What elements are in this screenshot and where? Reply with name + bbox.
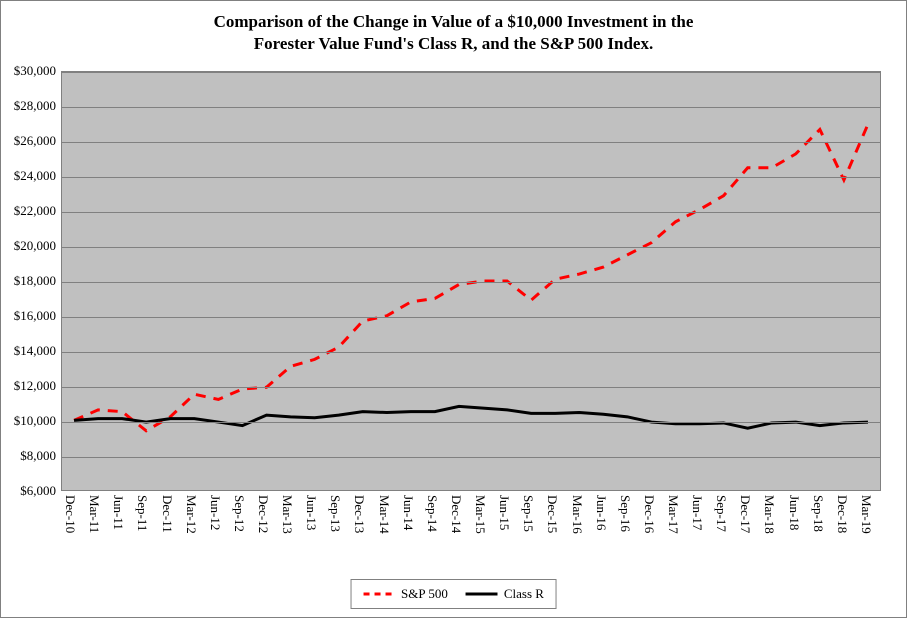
title-line-1: Comparison of the Change in Value of a $… xyxy=(214,12,694,31)
x-tick-label: Mar-13 xyxy=(279,495,295,534)
y-tick-label: $30,000 xyxy=(6,63,56,79)
gridline xyxy=(62,107,880,108)
y-tick-label: $28,000 xyxy=(6,98,56,114)
series-line-s-p-500 xyxy=(74,124,868,431)
legend-label-sp500: S&P 500 xyxy=(401,586,448,602)
x-tick-label: Sep-12 xyxy=(231,495,247,532)
y-tick-label: $18,000 xyxy=(6,273,56,289)
x-tick-label: Mar-15 xyxy=(472,495,488,534)
x-tick-label: Mar-11 xyxy=(86,495,102,533)
x-tick-label: Dec-15 xyxy=(544,495,560,533)
gridline xyxy=(62,247,880,248)
legend-item-classr: Class R xyxy=(466,586,544,602)
x-tick-label: Mar-16 xyxy=(569,495,585,534)
y-tick-label: $12,000 xyxy=(6,378,56,394)
y-tick-label: $14,000 xyxy=(6,343,56,359)
gridline xyxy=(62,457,880,458)
x-tick-label: Jun-13 xyxy=(303,495,319,530)
gridline xyxy=(62,212,880,213)
x-tick-label: Jun-14 xyxy=(400,495,416,530)
x-tick-label: Sep-17 xyxy=(713,495,729,532)
gridline xyxy=(62,142,880,143)
chart-container: Comparison of the Change in Value of a $… xyxy=(0,0,907,618)
gridline xyxy=(62,352,880,353)
legend-swatch-classr xyxy=(466,587,498,601)
x-tick-label: Sep-11 xyxy=(134,495,150,531)
x-tick-label: Mar-18 xyxy=(761,495,777,534)
legend-swatch-sp500 xyxy=(363,587,395,601)
gridline xyxy=(62,317,880,318)
x-tick-label: Sep-15 xyxy=(520,495,536,532)
legend-item-sp500: S&P 500 xyxy=(363,586,448,602)
x-tick-label: Sep-18 xyxy=(810,495,826,532)
legend: S&P 500 Class R xyxy=(350,579,557,609)
x-tick-label: Jun-12 xyxy=(207,495,223,530)
line-chart-svg xyxy=(62,72,880,490)
x-tick-label: Dec-18 xyxy=(834,495,850,533)
y-tick-label: $22,000 xyxy=(6,203,56,219)
x-tick-label: Dec-11 xyxy=(159,495,175,533)
gridline xyxy=(62,422,880,423)
x-tick-label: Mar-12 xyxy=(183,495,199,534)
x-tick-label: Dec-13 xyxy=(351,495,367,533)
y-tick-label: $10,000 xyxy=(6,413,56,429)
x-tick-label: Dec-16 xyxy=(641,495,657,533)
legend-label-classr: Class R xyxy=(504,586,544,602)
x-tick-label: Dec-10 xyxy=(62,495,78,533)
x-tick-label: Mar-19 xyxy=(858,495,874,534)
x-tick-label: Sep-13 xyxy=(327,495,343,532)
x-tick-label: Jun-18 xyxy=(786,495,802,530)
x-tick-label: Sep-16 xyxy=(617,495,633,532)
chart-title: Comparison of the Change in Value of a $… xyxy=(1,11,906,55)
x-tick-label: Mar-14 xyxy=(376,495,392,534)
gridline xyxy=(62,177,880,178)
x-tick-label: Jun-15 xyxy=(496,495,512,530)
y-tick-label: $16,000 xyxy=(6,308,56,324)
x-tick-label: Dec-14 xyxy=(448,495,464,533)
y-tick-label: $26,000 xyxy=(6,133,56,149)
x-tick-label: Jun-17 xyxy=(689,495,705,530)
x-tick-label: Dec-17 xyxy=(737,495,753,533)
gridline xyxy=(62,282,880,283)
gridline xyxy=(62,72,880,73)
x-tick-label: Sep-14 xyxy=(424,495,440,532)
title-line-2: Forester Value Fund's Class R, and the S… xyxy=(254,34,653,53)
y-tick-label: $8,000 xyxy=(6,448,56,464)
y-tick-label: $24,000 xyxy=(6,168,56,184)
plot-area xyxy=(61,71,881,491)
x-tick-label: Jun-16 xyxy=(593,495,609,530)
x-tick-label: Mar-17 xyxy=(665,495,681,534)
x-tick-label: Dec-12 xyxy=(255,495,271,533)
y-tick-label: $20,000 xyxy=(6,238,56,254)
series-line-class-r xyxy=(74,406,868,428)
gridline xyxy=(62,387,880,388)
y-tick-label: $6,000 xyxy=(6,483,56,499)
x-tick-label: Jun-11 xyxy=(110,495,126,530)
